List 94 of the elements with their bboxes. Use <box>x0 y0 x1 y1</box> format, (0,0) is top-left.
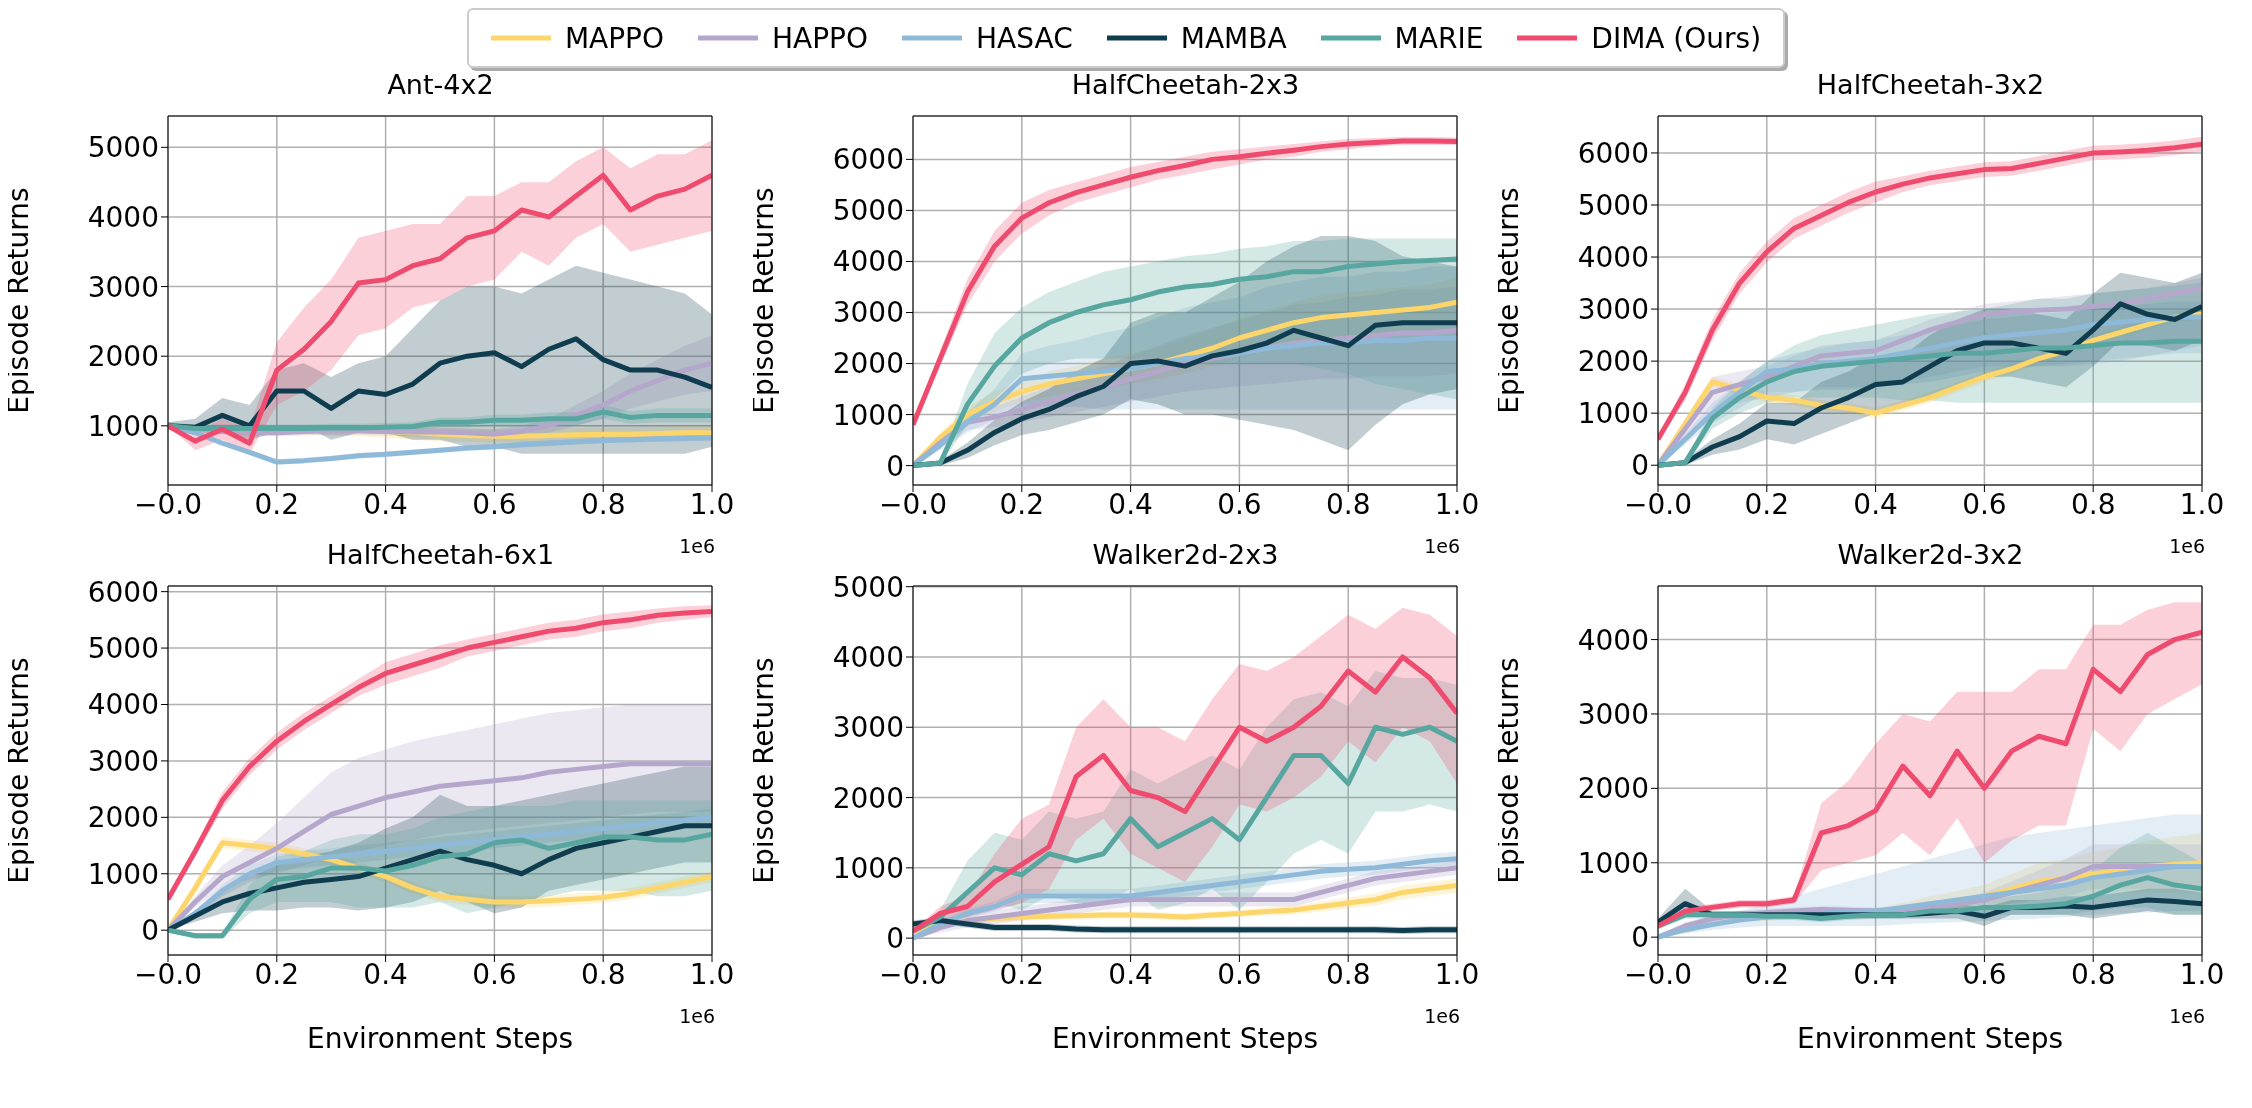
x-tick-label: 0.6 <box>472 487 517 521</box>
legend-label: MAMBA <box>1180 21 1287 55</box>
y-tick-label: 5000 <box>832 194 904 228</box>
y-tick-label: 4000 <box>87 688 159 722</box>
y-tick-label: 5000 <box>1577 188 1649 222</box>
text: 1e6 <box>2169 535 2205 557</box>
text: 1e6 <box>1424 535 1460 557</box>
y-tick-label: 4000 <box>1577 240 1649 274</box>
y-tick-label: 3000 <box>87 744 159 778</box>
y-tick-label: 6000 <box>1577 136 1649 170</box>
y-tick-label: 1000 <box>1577 397 1649 431</box>
x-tick-label: 0.8 <box>580 487 626 521</box>
y-tick-label: 2000 <box>87 801 159 835</box>
x-tick-label: 0.6 <box>1962 487 2007 521</box>
legend-label: HAPPO <box>772 21 869 55</box>
text: 1e6 <box>679 1005 715 1027</box>
y-tick-label: 2000 <box>1577 772 1649 806</box>
x-tick-label: 1.0 <box>1434 957 1480 991</box>
y-tick-label: 6000 <box>87 575 159 609</box>
x-tick-label: 0.4 <box>1108 487 1153 521</box>
y-tick-label: 1000 <box>832 398 904 432</box>
y-tick-label: 4000 <box>832 245 904 279</box>
x-tick-label: 0.2 <box>1744 487 1790 521</box>
y-tick-label: 1000 <box>87 409 159 443</box>
x-tick-label: 0.8 <box>1325 957 1371 991</box>
x-tick-label: 0.2 <box>999 957 1045 991</box>
x-tick-label: 0.8 <box>2070 487 2116 521</box>
legend-label: HASAC <box>976 21 1073 55</box>
x-tick-label: −0.0 <box>879 957 947 991</box>
y-tick-label: 2000 <box>832 347 904 381</box>
y-tick-label: 0 <box>886 922 904 956</box>
x-tick-label: −0.0 <box>134 487 202 521</box>
y-tick-label: 6000 <box>832 143 904 177</box>
x-tick-label: 0.8 <box>2070 957 2116 991</box>
x-axis-title: Environment Steps <box>306 1022 574 1055</box>
y-tick-label: 3000 <box>87 270 159 304</box>
y-tick-label: 0 <box>1631 921 1649 955</box>
x-tick-label: −0.0 <box>134 957 202 991</box>
y-tick-label: 2000 <box>832 781 904 815</box>
y-tick-label: 5000 <box>87 632 159 665</box>
x-tick-label: 1.0 <box>1434 487 1480 521</box>
x-tick-label: 0.6 <box>1962 957 2007 991</box>
x-tick-label: 0.6 <box>472 957 517 991</box>
y-tick-label: 0 <box>1631 449 1649 483</box>
y-tick-label: 3000 <box>832 296 904 330</box>
legend-label: MARIE <box>1394 21 1484 55</box>
x-tick-label: 0.6 <box>1217 487 1262 521</box>
chart-title: HalfCheetah-6x1 <box>326 539 555 570</box>
x-tick-label: 0.4 <box>363 957 408 991</box>
x-tick-label: −0.0 <box>1624 957 1692 991</box>
text: 1e6 <box>679 535 715 557</box>
chart-title: HalfCheetah-2x3 <box>1070 69 1301 100</box>
x-tick-label: 0.6 <box>1217 957 1262 991</box>
y-tick-label: 5000 <box>832 570 904 604</box>
x-axis-title: Environment Steps <box>1796 1022 2064 1055</box>
y-tick-label: 3000 <box>832 711 904 745</box>
legend-label: MAPPO <box>564 21 665 55</box>
x-tick-label: 0.4 <box>1853 957 1898 991</box>
chart-title: Walker2d-3x2 <box>1837 539 2024 570</box>
y-tick-label: 4000 <box>832 640 904 674</box>
text: 1e6 <box>1424 1005 1460 1027</box>
chart-title: HalfCheetah-3x2 <box>1815 69 2046 100</box>
legend-label: DIMA (Ours) <box>1591 21 1762 55</box>
y-tick-label: 2000 <box>1577 345 1649 379</box>
x-tick-label: 0.2 <box>254 957 300 991</box>
chart-title: Walker2d-2x3 <box>1092 539 1279 570</box>
y-tick-label: 5000 <box>87 131 159 165</box>
y-tick-label: 0 <box>886 449 904 483</box>
x-tick-label: −0.0 <box>879 487 947 521</box>
y-tick-label: 4000 <box>87 200 159 234</box>
x-tick-label: 0.8 <box>580 957 626 991</box>
x-tick-label: 0.2 <box>999 487 1045 521</box>
text: 1e6 <box>2169 1005 2205 1027</box>
chart-title: Ant-4x2 <box>386 69 495 100</box>
x-tick-label: 1.0 <box>689 487 735 521</box>
x-tick-label: 1.0 <box>2179 487 2225 521</box>
x-axis-title: Environment Steps <box>1051 1022 1319 1055</box>
x-tick-label: 0.4 <box>1108 957 1153 991</box>
y-tick-label: 3000 <box>1577 293 1649 327</box>
x-tick-label: 1.0 <box>2179 957 2225 991</box>
x-tick-label: 0.2 <box>254 487 300 521</box>
y-tick-label: 1000 <box>1577 846 1649 880</box>
x-tick-label: 0.4 <box>1853 487 1898 521</box>
y-tick-label: 1000 <box>832 851 904 885</box>
x-tick-label: 1.0 <box>689 957 735 991</box>
x-tick-label: 0.2 <box>1744 957 1790 991</box>
x-tick-label: −0.0 <box>1624 487 1692 521</box>
y-tick-label: 4000 <box>1577 623 1649 657</box>
y-tick-label: 0 <box>141 914 159 948</box>
x-tick-label: 0.4 <box>363 487 408 521</box>
x-tick-label: 0.8 <box>1325 487 1371 521</box>
y-tick-label: 2000 <box>87 340 159 374</box>
y-tick-label: 3000 <box>1577 697 1649 731</box>
y-tick-label: 1000 <box>87 857 159 891</box>
